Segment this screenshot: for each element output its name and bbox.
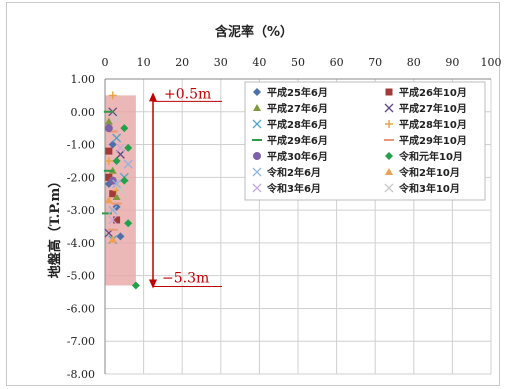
data-point-series-11: [104, 196, 113, 204]
legend-marker: [384, 103, 394, 113]
x-tick-label: 80: [407, 56, 421, 69]
range-arrow-head-bottom: [149, 279, 157, 289]
x-tick-label: 0: [102, 56, 109, 69]
data-point-series-10: [108, 205, 118, 215]
y-tick-label: -4.00: [67, 237, 95, 250]
legend-marker: [252, 119, 262, 129]
y-tick-label: -1.00: [67, 139, 95, 152]
data-point-series-0: [108, 140, 117, 149]
chart-frame: 含泥率（%） 0 10 20 30 40 50 60 70 80 90 100 1.00 0.00 -1.0…: [6, 2, 502, 386]
x-tick-label: 30: [214, 56, 228, 69]
legend-box: [244, 81, 486, 201]
y-tick-label: 1.00: [71, 73, 96, 86]
y-tick-label: -7.00: [67, 335, 95, 348]
data-point-series-9: [120, 176, 129, 185]
chart-title: 含泥率（%）: [214, 24, 293, 40]
legend-entry: 平成27年6月: [267, 102, 328, 115]
y-tick-label: -2.00: [67, 171, 95, 184]
legend-entry: 平成30年6月: [267, 150, 328, 163]
data-point-series-5: [104, 156, 113, 165]
legend-entry: 令和3年6月: [266, 182, 321, 195]
y-tick-label: 0.00: [71, 106, 96, 119]
data-point-series-5: [112, 186, 121, 195]
legend-entry: 平成29年6月: [267, 134, 328, 147]
x-tick-label: 60: [330, 56, 344, 69]
data-point-series-1: [105, 173, 113, 181]
x-tick-label: 40: [252, 56, 266, 69]
legend-entry: 令和2年6月: [266, 166, 321, 179]
data-point-series-1: [113, 216, 121, 224]
y-tick-label: -8.00: [67, 368, 95, 381]
x-tick-label: 70: [368, 56, 382, 69]
legend-marker: [384, 183, 394, 193]
legend-entry: 令和元年10月: [398, 150, 463, 163]
legend-entry: 平成28年6月: [267, 118, 328, 131]
data-point-series-9: [112, 156, 121, 165]
legend-marker: [385, 120, 393, 128]
data-point-series-10: [112, 179, 122, 189]
data-point-series-2: [112, 193, 121, 200]
data-point-series-2: [104, 117, 113, 125]
data-point-series-9: [124, 143, 133, 152]
data-point-series-0: [116, 232, 125, 241]
data-point-series-9: [120, 124, 129, 133]
x-tick-label: 10: [137, 56, 151, 69]
y-axis-title: 地盤高（T.P.m）: [47, 175, 63, 278]
data-point-series-12: [115, 143, 125, 153]
data-point-series-13: [115, 185, 125, 195]
legend-entry: 令和2年10月: [398, 166, 460, 179]
legend-entry: 平成25年6月: [267, 86, 328, 99]
data-point-series-3: [115, 149, 125, 159]
data-point-series-13: [112, 113, 122, 123]
data-point-series-12: [108, 215, 118, 225]
data-point-series-1: [105, 147, 113, 155]
legend-marker: [385, 88, 393, 96]
legend-entry: 平成26年10月: [399, 86, 467, 99]
data-point-series-8: [104, 124, 113, 133]
data-point-series-4: [112, 133, 122, 143]
scatter-chart: 含泥率（%） 0 10 20 30 40 50 60 70 80 90 100 1.00 0.00 -1.0…: [47, 24, 502, 381]
legend-entry: 令和3年10月: [398, 182, 460, 195]
legend-marker: [253, 88, 261, 96]
legend-marker: [252, 183, 262, 193]
legend-marker: [253, 152, 261, 160]
data-point-series-10: [123, 159, 133, 169]
legend-marker: [385, 168, 393, 175]
range-arrow-head-top: [149, 92, 157, 102]
y-tick-label: -3.00: [67, 204, 95, 217]
x-tick-label: 20: [175, 56, 189, 69]
data-point-series-9: [131, 281, 140, 290]
x-tick-label: 50: [291, 56, 305, 69]
legend-entry: 平成29年10月: [399, 134, 467, 147]
x-tick-label: 100: [481, 56, 502, 69]
y-tick-label: -6.00: [67, 302, 95, 315]
data-point-series-5: [108, 91, 117, 100]
data-point-series-11: [108, 235, 117, 243]
legend-entry: 平成27年10月: [399, 102, 467, 115]
legend-marker: [385, 152, 393, 160]
legend-marker: [252, 167, 262, 177]
data-point-series-9: [124, 219, 133, 228]
x-tick-label: 90: [445, 56, 459, 69]
y-tick-label: -5.00: [67, 270, 95, 283]
legend-marker: [253, 104, 261, 111]
annotation-top: +0.5m: [164, 86, 211, 102]
legend-entry: 平成28年10月: [399, 118, 467, 131]
annotation-bottom: −5.3m: [162, 271, 209, 287]
data-point-series-1: [109, 190, 117, 198]
